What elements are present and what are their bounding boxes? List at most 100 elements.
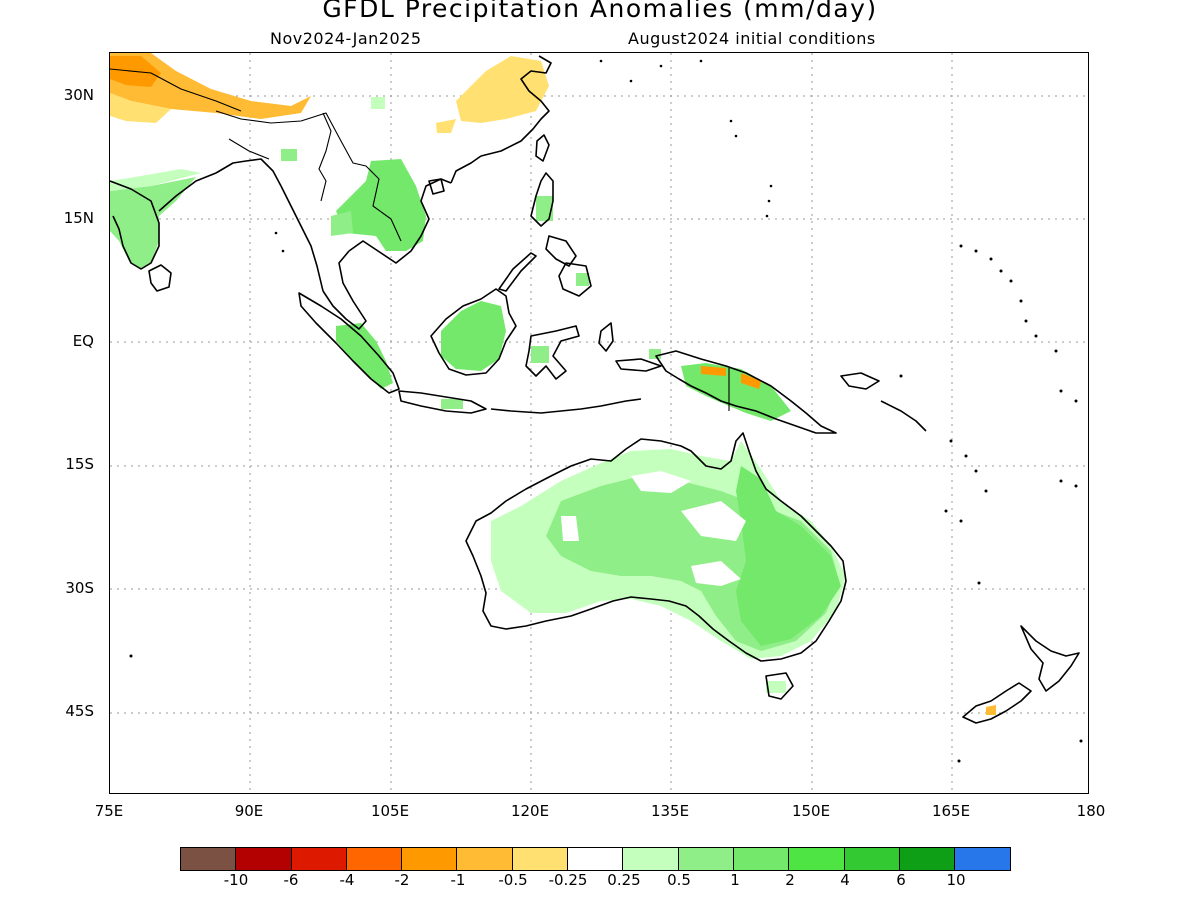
anomaly-white-australia-2 — [681, 501, 746, 541]
coastline-new-guinea — [655, 350, 837, 434]
coastline-myanmar — [280, 185, 324, 292]
colorbar-label: 6 — [896, 871, 906, 889]
lon-label-75e: 75E — [94, 802, 124, 820]
lon-label-180: 180 — [1076, 802, 1106, 820]
colorbar-label: -6 — [283, 871, 299, 889]
coastline-solomons — [880, 400, 927, 432]
anomaly-white-australia-3 — [561, 516, 579, 541]
pacific-islands — [129, 59, 1083, 763]
coastline-hainan — [428, 178, 445, 195]
coastline-sumatra — [298, 292, 400, 394]
anomaly-wet-ne-india — [281, 149, 297, 161]
colorbar-box — [899, 848, 956, 870]
colorbar-label: 0.25 — [607, 871, 641, 889]
colorbar-label: -10 — [223, 871, 249, 889]
coastline-malay-peninsula — [322, 250, 367, 330]
coastline-new-britain — [840, 372, 880, 390]
coastline-tasmania — [765, 672, 794, 700]
coastline-india-east — [158, 172, 217, 212]
border-asia — [215, 110, 402, 242]
colorbar-box — [512, 848, 569, 870]
anomaly-dry-china — [456, 56, 549, 123]
colorbar-box — [181, 848, 237, 870]
coastline-vietnam-north — [450, 155, 482, 184]
anomaly-dry-himalaya — [110, 53, 311, 119]
colorbar-box — [402, 848, 458, 870]
lon-label-120e: 120E — [510, 802, 550, 820]
coastline-borneo — [430, 288, 517, 376]
colorbar-label: -2 — [394, 871, 410, 889]
colorbar-box — [678, 848, 734, 870]
colorbar-box — [733, 848, 790, 870]
coastlines — [110, 55, 1080, 724]
colorbar-label: -1 — [450, 871, 466, 889]
anomaly-wet-java — [441, 399, 463, 409]
anomaly-wet-sulawesi — [531, 346, 549, 363]
colorbar-box — [457, 848, 513, 870]
colorbar-box — [346, 848, 403, 870]
lon-label-165e: 165E — [931, 802, 971, 820]
lat-label-45s: 45S — [65, 702, 94, 720]
coastline-halmahera — [598, 322, 614, 352]
colorbar-label: 0.5 — [667, 871, 691, 889]
anomaly-wet-china-speck — [371, 97, 385, 109]
anomaly-wet-tasmania — [766, 681, 786, 693]
anomaly-wet-moluccas — [649, 349, 661, 359]
anomaly-wet-indochina-light — [331, 211, 353, 236]
colorbar — [180, 847, 1012, 871]
colorbar-label: 10 — [946, 871, 966, 889]
anomaly-wet-philippines-south — [576, 273, 589, 286]
coastline-java — [398, 390, 487, 414]
lon-label-105e: 105E — [370, 802, 410, 820]
anomaly-dry-himalaya-edge — [110, 93, 171, 123]
lat-label-30s: 30S — [65, 579, 94, 597]
colorbar-label: -0.25 — [548, 871, 588, 889]
lon-label-150e: 150E — [791, 802, 831, 820]
anomaly-wet-new-guinea — [681, 363, 791, 421]
lon-label-135e: 135E — [650, 802, 690, 820]
colorbar-label: -4 — [339, 871, 355, 889]
colorbar-box — [955, 848, 1011, 870]
coastline-mindanao — [558, 262, 592, 297]
colorbar-label: 1 — [730, 871, 740, 889]
colorbar-box — [844, 848, 900, 870]
anomaly-dry-new-guinea — [701, 366, 726, 376]
colorbar-label: 4 — [840, 871, 850, 889]
anomaly-wet-indochina — [336, 159, 426, 251]
colorbar-box — [623, 848, 679, 870]
gridlines — [110, 53, 1088, 793]
border-asia-4 — [318, 112, 332, 202]
coastline-visayas — [545, 235, 577, 267]
anomaly-shading — [110, 53, 996, 715]
lat-label-15s: 15S — [65, 455, 94, 473]
coastline-australia — [465, 432, 847, 662]
anomaly-dry-new-guinea-2 — [741, 373, 761, 389]
colorbar-box — [236, 848, 292, 870]
anomaly-wet-sumatra — [336, 323, 393, 389]
colorbar-box — [568, 848, 624, 870]
colorbar-box — [291, 848, 347, 870]
map-title: GFDL Precipitation Anomalies (mm/day) — [322, 0, 878, 23]
anomaly-wet-philippines — [536, 196, 553, 221]
map-subtitle-period: Nov2024-Jan2025 — [270, 29, 422, 48]
border-asia-2 — [228, 138, 270, 160]
lat-label-30n: 30N — [63, 86, 94, 104]
anomaly-white-australia-4 — [691, 561, 741, 586]
coastline-sulawesi — [525, 325, 580, 380]
anomaly-white-australia-1 — [631, 471, 691, 493]
coastline-china — [480, 55, 552, 157]
coastline-seram — [615, 358, 662, 372]
coastline-thailand-gulf — [348, 178, 452, 264]
border-asia-3 — [110, 68, 242, 112]
colorbar-label: -0.5 — [498, 871, 528, 889]
colorbar-box — [789, 848, 845, 870]
lat-label-eq: EQ — [72, 332, 94, 350]
lat-label-15n: 15N — [63, 209, 94, 227]
colorbar-label: 2 — [785, 871, 795, 889]
anomaly-wet-australia-strong — [736, 466, 841, 646]
coastline-nz-north — [1020, 625, 1080, 692]
anomaly-wet-india — [110, 177, 196, 269]
coastline-luzon — [530, 172, 554, 227]
anomaly-wet-borneo — [441, 301, 506, 371]
coastline-nz-south — [962, 682, 1032, 724]
